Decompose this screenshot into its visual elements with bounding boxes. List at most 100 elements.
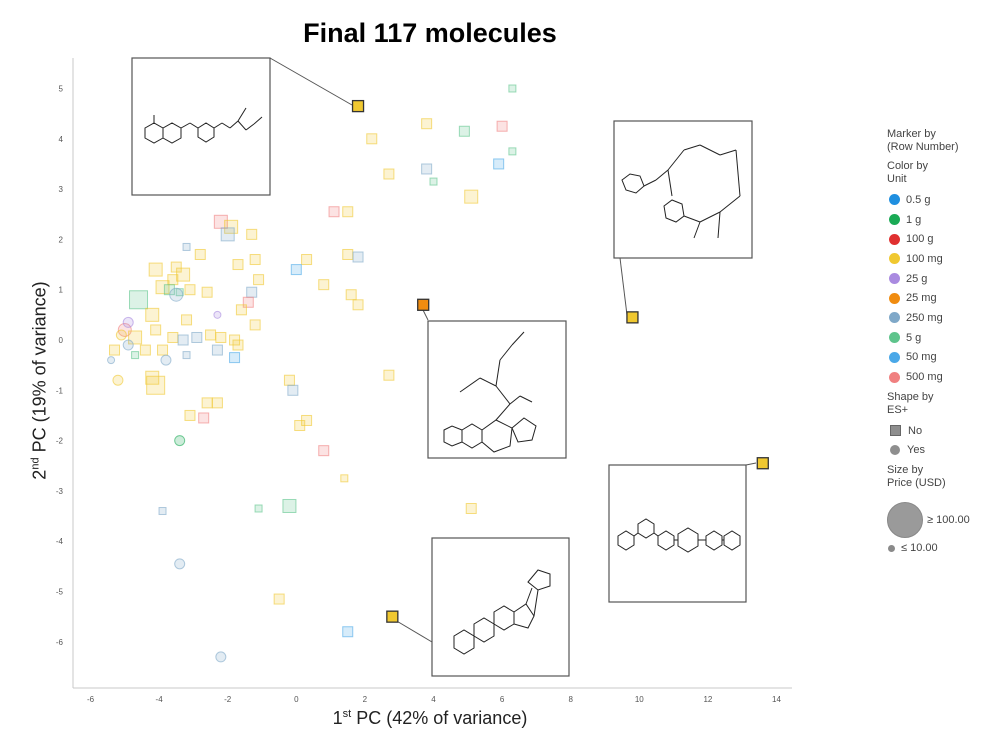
data-point[interactable] — [129, 290, 149, 310]
data-point[interactable] — [215, 331, 227, 343]
data-point[interactable] — [117, 322, 132, 337]
legend-color-item[interactable]: 5 g — [887, 328, 995, 348]
data-point[interactable] — [174, 558, 186, 570]
data-point[interactable] — [352, 299, 364, 311]
data-point[interactable] — [383, 369, 395, 381]
data-point[interactable] — [282, 498, 297, 513]
data-point[interactable] — [287, 384, 299, 396]
data-point[interactable] — [150, 324, 162, 336]
legend-size-large[interactable]: ≥ 100.00 — [887, 500, 995, 540]
data-point[interactable] — [131, 351, 140, 360]
highlighted-point[interactable] — [351, 99, 365, 113]
data-point[interactable] — [115, 329, 127, 341]
data-point[interactable] — [345, 289, 357, 301]
legend-color-item[interactable]: 50 mg — [887, 348, 995, 368]
data-point[interactable] — [508, 84, 517, 93]
data-point[interactable] — [215, 651, 227, 663]
data-point[interactable] — [213, 310, 222, 319]
legend-color-item[interactable]: 100 mg — [887, 249, 995, 269]
data-point[interactable] — [112, 374, 124, 386]
data-point[interactable] — [201, 286, 213, 298]
data-point[interactable] — [169, 287, 184, 302]
data-point[interactable] — [184, 409, 196, 421]
data-point[interactable] — [194, 248, 206, 260]
data-point[interactable] — [174, 435, 186, 447]
legend-shape-yes[interactable]: Yes — [887, 441, 995, 461]
data-point[interactable] — [318, 279, 330, 291]
data-point[interactable] — [181, 314, 193, 326]
data-point[interactable] — [182, 242, 191, 251]
data-point[interactable] — [429, 177, 438, 186]
data-point[interactable] — [283, 374, 295, 386]
data-point[interactable] — [107, 356, 116, 365]
legend-color-item[interactable]: 0.5 g — [887, 190, 995, 210]
data-point[interactable] — [458, 125, 470, 137]
data-point[interactable] — [155, 280, 170, 295]
data-point[interactable] — [177, 334, 189, 346]
data-point[interactable] — [191, 331, 203, 343]
data-point[interactable] — [246, 286, 258, 298]
data-point[interactable] — [157, 344, 169, 356]
data-point[interactable] — [235, 304, 247, 316]
data-point[interactable] — [301, 414, 313, 426]
data-point[interactable] — [232, 339, 244, 351]
legend-shape-no[interactable]: No — [887, 421, 995, 441]
data-point[interactable] — [122, 316, 134, 328]
data-point[interactable] — [342, 248, 354, 260]
data-point[interactable] — [249, 319, 261, 331]
data-point[interactable] — [167, 331, 179, 343]
data-point[interactable] — [145, 370, 160, 385]
data-point[interactable] — [246, 228, 258, 240]
data-point[interactable] — [184, 284, 196, 296]
data-point[interactable] — [464, 189, 479, 204]
data-point[interactable] — [145, 307, 160, 322]
data-point[interactable] — [182, 351, 191, 360]
data-point[interactable] — [253, 274, 265, 286]
data-point[interactable] — [383, 168, 395, 180]
data-point[interactable] — [201, 397, 213, 409]
data-point[interactable] — [160, 354, 172, 366]
legend-color-item[interactable]: 25 mg — [887, 288, 995, 308]
data-point[interactable] — [465, 503, 477, 515]
data-point[interactable] — [139, 344, 151, 356]
data-point[interactable] — [328, 206, 340, 218]
data-point[interactable] — [508, 147, 517, 156]
data-point[interactable] — [211, 344, 223, 356]
data-point[interactable] — [352, 251, 364, 263]
data-point[interactable] — [220, 227, 235, 242]
data-point[interactable] — [290, 264, 302, 276]
highlighted-point[interactable] — [626, 311, 639, 324]
data-point[interactable] — [211, 397, 223, 409]
legend-color-item[interactable]: 25 g — [887, 269, 995, 289]
data-point[interactable] — [148, 262, 163, 277]
legend-color-item[interactable]: 250 mg — [887, 308, 995, 328]
data-point[interactable] — [254, 504, 263, 513]
data-point[interactable] — [340, 474, 349, 483]
data-point[interactable] — [232, 259, 244, 271]
legend-color-item[interactable]: 100 g — [887, 229, 995, 249]
data-point[interactable] — [366, 133, 378, 145]
legend-color-item[interactable]: 1 g — [887, 210, 995, 230]
data-point[interactable] — [109, 344, 121, 356]
data-point[interactable] — [301, 254, 313, 266]
data-point[interactable] — [158, 507, 167, 516]
data-point[interactable] — [342, 206, 354, 218]
data-point[interactable] — [198, 412, 210, 424]
legend-size-small[interactable]: ≤ 10.00 — [887, 540, 995, 556]
highlighted-point[interactable] — [756, 457, 769, 470]
data-point[interactable] — [342, 626, 354, 638]
data-point[interactable] — [205, 329, 217, 341]
data-point[interactable] — [496, 120, 508, 132]
data-point[interactable] — [229, 352, 241, 364]
highlighted-point[interactable] — [386, 610, 399, 623]
data-point[interactable] — [493, 158, 505, 170]
highlighted-point[interactable] — [417, 298, 430, 311]
data-point[interactable] — [122, 339, 134, 351]
data-point[interactable] — [128, 330, 143, 345]
data-point[interactable] — [421, 163, 433, 175]
legend-color-item[interactable]: 500 mg — [887, 367, 995, 387]
data-point[interactable] — [249, 254, 261, 266]
data-point[interactable] — [318, 445, 330, 457]
data-point[interactable] — [242, 296, 254, 308]
data-point[interactable] — [273, 593, 285, 605]
